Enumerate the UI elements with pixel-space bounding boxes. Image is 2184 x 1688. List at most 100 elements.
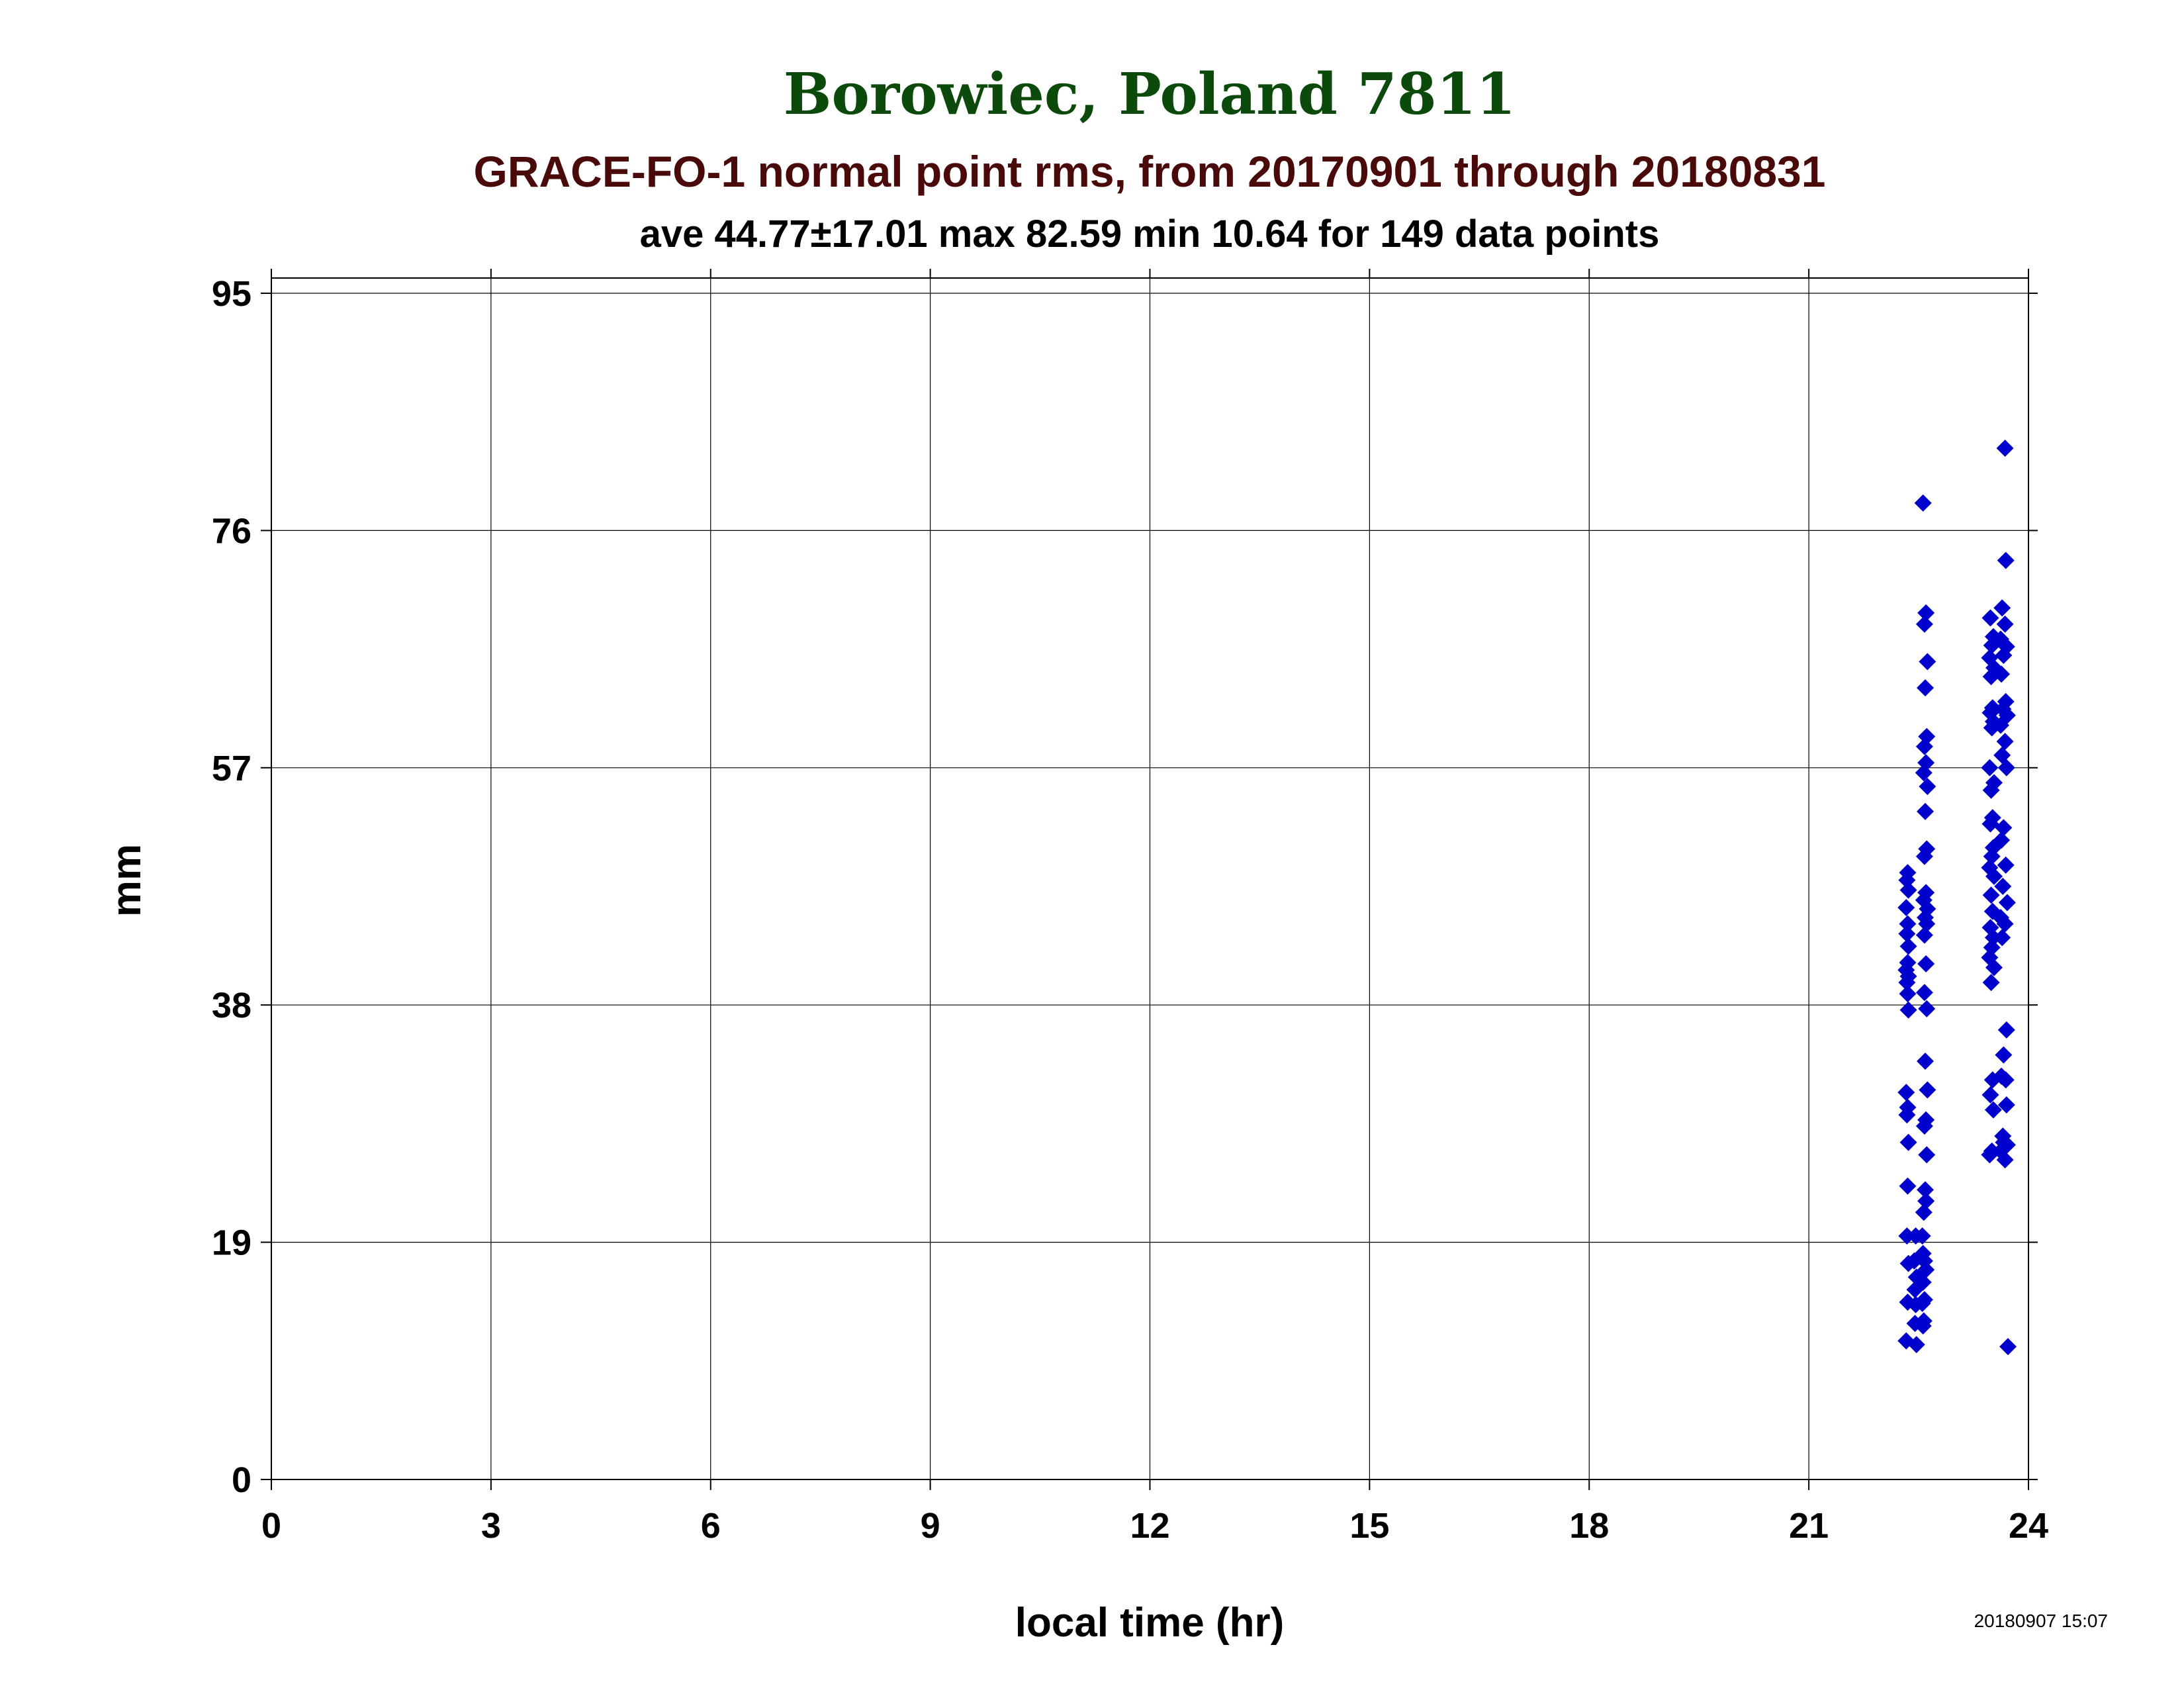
y-tick-label: 0 <box>232 1460 251 1500</box>
data-point <box>1996 915 2014 933</box>
chart-subtitle: GRACE-FO-1 normal point rms, from 201709… <box>474 147 1826 196</box>
x-tick-label: 24 <box>2009 1506 2048 1546</box>
data-point <box>1917 1261 1935 1279</box>
x-tick-label: 15 <box>1349 1506 1389 1546</box>
data-point <box>1914 494 1932 512</box>
x-tick-label: 0 <box>261 1506 281 1546</box>
data-point <box>1996 615 2014 633</box>
data-point <box>1997 551 2015 569</box>
data-point <box>1915 615 1933 633</box>
data-point <box>1898 1227 1916 1245</box>
data-point <box>1985 959 2003 976</box>
data-point <box>1917 604 1935 622</box>
data-point <box>1914 1273 1932 1291</box>
y-tick-label: 57 <box>212 749 251 788</box>
data-point <box>1999 1338 2017 1356</box>
data-point <box>1981 815 1999 833</box>
data-point <box>1997 1021 2015 1039</box>
data-points <box>1897 440 2017 1356</box>
data-point <box>1996 733 2014 751</box>
data-point <box>1907 1336 1925 1354</box>
data-point <box>1913 1227 1931 1245</box>
data-point <box>1898 1106 1916 1124</box>
data-point <box>1913 1295 1931 1313</box>
x-tick-label: 9 <box>921 1506 940 1546</box>
data-point <box>1919 1081 1936 1099</box>
data-point <box>1919 653 1936 671</box>
data-point <box>1982 974 2000 992</box>
y-tick-label: 19 <box>212 1223 251 1263</box>
y-tick-label: 38 <box>212 986 251 1025</box>
data-point <box>1899 915 1917 933</box>
y-tick-label: 76 <box>212 511 251 551</box>
data-point <box>1995 1046 2013 1064</box>
data-point <box>1899 1001 1917 1019</box>
data-point <box>1917 1181 1934 1199</box>
axis-ticks: 0 3 6 9 12 15 18 21 24 0 19 38 57 76 95 <box>212 269 2048 1546</box>
y-axis-label: mm <box>104 844 150 917</box>
data-point <box>1914 1317 1932 1335</box>
data-point <box>1897 899 1915 917</box>
data-point <box>1993 665 2011 683</box>
data-point <box>1899 881 1917 899</box>
x-tick-label: 12 <box>1130 1506 1169 1546</box>
x-tick-label: 6 <box>701 1506 721 1546</box>
grid-lines <box>271 278 2028 1479</box>
data-point <box>1985 867 2003 885</box>
data-point <box>1918 1000 1936 1017</box>
y-tick-label: 95 <box>212 274 251 314</box>
data-point <box>1917 679 1934 697</box>
data-point <box>1915 1117 1933 1135</box>
data-point <box>1981 609 1999 627</box>
data-point <box>1993 929 2011 947</box>
data-point <box>1918 1146 1936 1164</box>
data-point <box>1981 759 1999 776</box>
data-point <box>1984 1101 2002 1119</box>
data-point <box>1917 1053 1934 1070</box>
x-axis-label: local time (hr) <box>1015 1600 1285 1646</box>
data-point <box>1915 984 1933 1002</box>
data-point <box>1919 778 1936 796</box>
data-point <box>1918 915 1936 933</box>
data-point <box>1917 1192 1935 1210</box>
data-point <box>1995 1133 2013 1151</box>
data-point <box>1995 819 2013 837</box>
data-point <box>1917 802 1934 820</box>
chart-title: Borowiec, Poland 7811 <box>784 61 1516 128</box>
data-point <box>1993 599 2011 617</box>
data-point <box>1997 856 2015 874</box>
data-point <box>1983 847 2001 865</box>
data-point <box>1899 1177 1917 1195</box>
data-point <box>1897 1084 1915 1102</box>
timestamp: 20180907 15:07 <box>1974 1611 2108 1631</box>
chart-stats-line: ave 44.77±17.01 max 82.59 min 10.64 for … <box>640 212 1660 256</box>
data-point <box>1899 985 1917 1003</box>
data-point <box>1915 847 1933 865</box>
data-point <box>1981 1086 1999 1104</box>
data-point <box>1917 955 1935 972</box>
data-point <box>1995 647 2013 665</box>
data-point <box>1899 1133 1917 1151</box>
data-point <box>1997 1096 2015 1114</box>
data-point <box>1899 937 1917 955</box>
data-point <box>1998 894 2016 912</box>
data-point <box>1991 716 2009 734</box>
data-point <box>1898 925 1916 943</box>
data-point <box>1996 1151 2014 1169</box>
data-point <box>1982 781 2000 799</box>
data-point <box>1997 759 2015 776</box>
data-point <box>1996 440 2014 457</box>
x-tick-label: 21 <box>1789 1506 1829 1546</box>
data-point <box>1915 926 1933 944</box>
data-point <box>1994 878 2012 895</box>
data-point <box>1982 886 2000 904</box>
data-point <box>1993 831 2011 849</box>
data-point <box>1898 974 1916 992</box>
x-tick-label: 18 <box>1569 1506 1609 1546</box>
data-point <box>1915 1203 1933 1221</box>
x-tick-label: 3 <box>481 1506 501 1546</box>
data-point <box>1997 1071 2015 1089</box>
data-point <box>1915 737 1933 755</box>
data-point <box>1915 764 1933 782</box>
